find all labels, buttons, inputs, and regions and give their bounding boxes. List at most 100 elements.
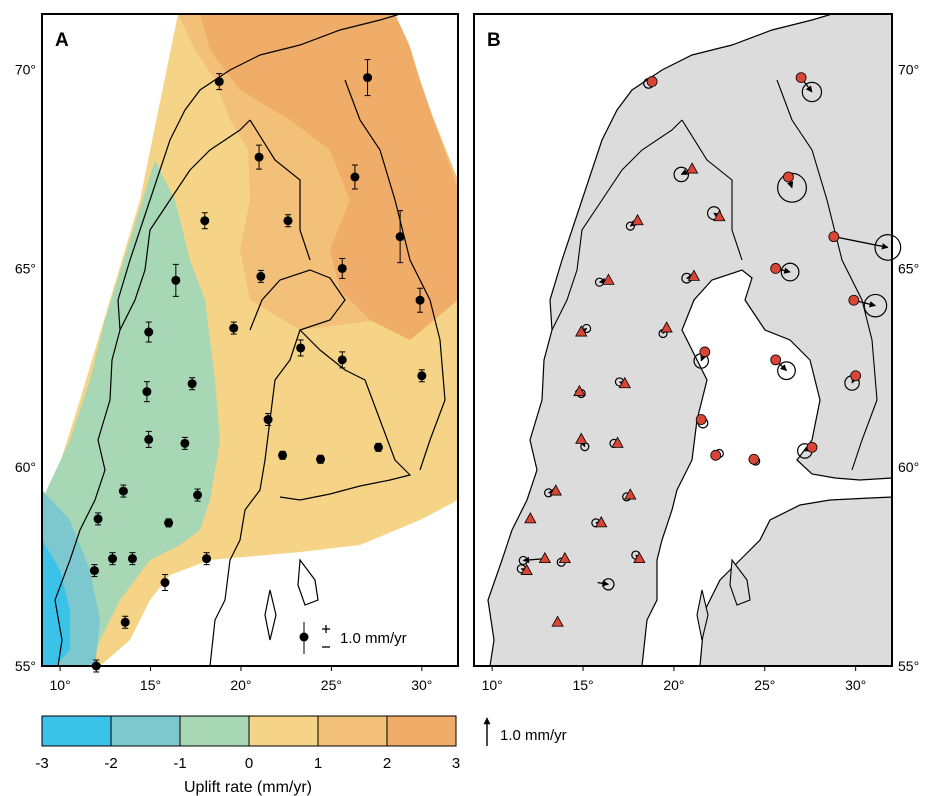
- zone-2-3: [200, 14, 458, 340]
- lon-tick-label: 30°: [845, 677, 866, 693]
- triangle-station-marker: [538, 551, 552, 564]
- lon-tick-label: 10°: [50, 677, 71, 693]
- uplift-station: [202, 554, 212, 564]
- triangle-station-marker: [558, 551, 572, 564]
- panel-b-label: B: [487, 30, 501, 51]
- lat-tick-label-right: 55°: [898, 658, 919, 674]
- coastline-gulf-bothnia-a: [209, 269, 346, 666]
- border-sweden-finland-b: [681, 119, 743, 261]
- triangle-station-marker: [685, 162, 699, 174]
- circle-station-marker: [695, 414, 707, 425]
- border-finland-russia-b: [776, 79, 878, 471]
- axis-ticks: 10° 15° 20° 25° 30° 10° 15° 20° 25° 30° 55° 55° 60° 6…: [15, 62, 919, 693]
- uplift-station: [278, 450, 288, 460]
- uplift-station: [160, 578, 170, 588]
- border-finland-russia-a: [344, 79, 446, 471]
- triangle-station-marker: [660, 321, 673, 333]
- lat-tick-label-right: 70°: [898, 62, 919, 78]
- uplift-station: [283, 216, 293, 226]
- circle-station-marker: [770, 354, 782, 366]
- panel-a: 1.0 mm/yr A: [41, 13, 459, 673]
- circle-station-marker: [710, 449, 722, 461]
- lon-tick-label: 20°: [230, 677, 251, 693]
- horizontal-velocity-vectors: [516, 72, 902, 627]
- error-ellipse: [863, 293, 888, 318]
- error-ellipse: [801, 81, 823, 103]
- coverage-mask-left: [42, 14, 178, 490]
- coastline-oland-a: [264, 589, 277, 641]
- circle-station-marker: [770, 263, 782, 274]
- coverage-mask-bottom: [300, 505, 458, 666]
- triangle-station-marker: [575, 432, 588, 444]
- lat-tick-label-left: 60°: [15, 459, 36, 475]
- colorbar-tick-label: -3: [35, 755, 48, 772]
- uplift-station: [118, 486, 128, 496]
- uplift-station: [193, 490, 203, 500]
- uplift-station: [214, 77, 224, 87]
- arrow-legend: 1.0 mm/yr: [483, 717, 567, 746]
- uplift-station: [256, 271, 266, 281]
- uplift-station: [395, 232, 405, 242]
- uplift-station: [417, 371, 427, 381]
- lon-tick-label: 15°: [572, 677, 593, 693]
- borders-b: [551, 79, 878, 471]
- triangle-station-marker: [524, 512, 537, 524]
- lon-tick-label: 20°: [663, 677, 684, 693]
- uplift-scale-legend: 1.0 mm/yr: [299, 622, 407, 654]
- triangle-station-marker: [549, 484, 562, 496]
- colorbar-swatch: [110, 715, 181, 747]
- lat-tick-label-right: 65°: [898, 260, 919, 276]
- coastline-norway-a: [54, 14, 401, 666]
- colorbar-swatch: [248, 715, 319, 747]
- colorbar-tick-label: 2: [383, 755, 391, 772]
- triangle-station-marker: [551, 615, 564, 627]
- uplift-station: [171, 275, 181, 285]
- uplift-station: [254, 152, 264, 162]
- uplift-colorbar: -3 -2 -1 0 1 2 3: [35, 715, 460, 772]
- lon-tick-label: 25°: [321, 677, 342, 693]
- lon-tick-label: 30°: [411, 677, 432, 693]
- velocity-arrow: [597, 580, 610, 587]
- triangle-station-marker: [520, 563, 533, 575]
- triangle-station-marker: [575, 325, 588, 337]
- circle-station-marker: [850, 370, 862, 382]
- error-ellipse: [777, 361, 796, 381]
- uplift-station: [120, 617, 130, 627]
- colorbar-tick-label: 1: [314, 755, 322, 772]
- coverage-mask-right: [395, 14, 458, 180]
- triangle-station-marker: [595, 516, 608, 528]
- triangle-station-marker: [573, 384, 586, 397]
- colorbar-tick-label: 3: [452, 755, 460, 772]
- uplift-station: [363, 73, 373, 83]
- error-ellipse: [673, 166, 690, 183]
- lat-tick-label-right: 60°: [898, 459, 919, 475]
- uplift-station: [263, 415, 273, 425]
- circle-station-marker: [699, 346, 711, 358]
- uplift-stations: [89, 59, 427, 673]
- error-ellipse: [874, 234, 902, 261]
- panel-b: B: [473, 13, 902, 667]
- uplift-station: [144, 434, 154, 444]
- uplift-station: [316, 454, 326, 464]
- circle-station-marker: [806, 441, 818, 453]
- triangle-station-marker: [618, 376, 632, 389]
- uplift-station: [144, 327, 154, 337]
- circle-station-marker: [828, 231, 840, 243]
- uplift-station: [93, 514, 103, 524]
- uplift-station: [127, 554, 137, 564]
- triangle-station-marker: [611, 436, 624, 448]
- panel-b-frame: [473, 13, 893, 667]
- uplift-station: [296, 343, 306, 353]
- uplift-station: [108, 554, 118, 564]
- uplift-station: [350, 172, 360, 182]
- lon-tick-label: 15°: [140, 677, 161, 693]
- land-oland-b: [696, 589, 709, 641]
- border-norway-sweden-b: [551, 119, 683, 331]
- lat-tick-label-left: 55°: [15, 658, 36, 674]
- uplift-station: [373, 442, 383, 452]
- panel-a-frame: [41, 13, 459, 667]
- velocity-arrow: [833, 235, 889, 250]
- triangle-station-marker: [713, 209, 726, 222]
- coastline-finland-south-a: [279, 329, 412, 501]
